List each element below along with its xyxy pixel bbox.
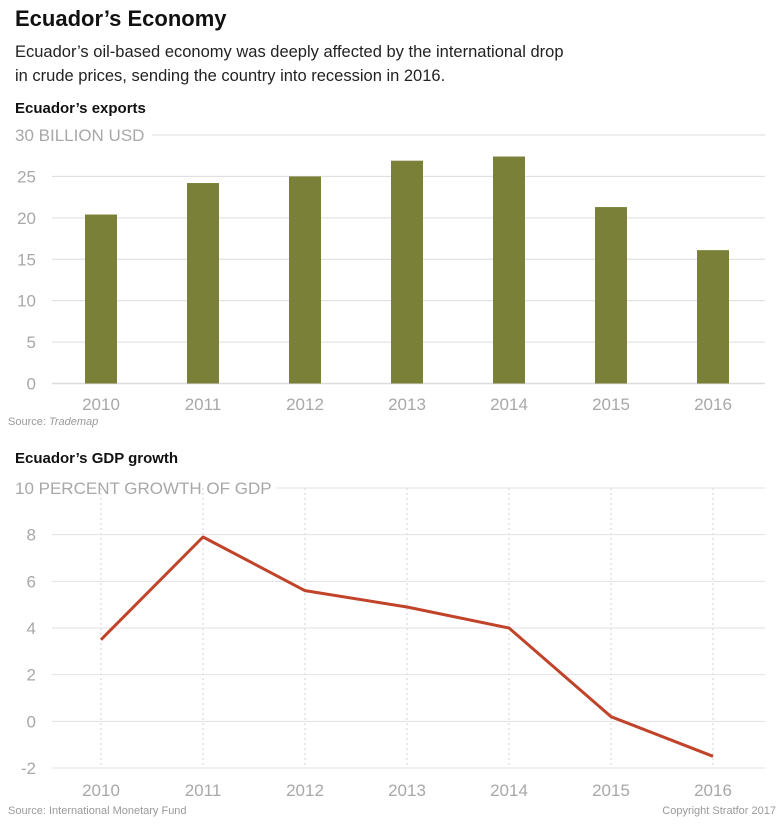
copyright: Copyright Stratfor 2017 bbox=[662, 805, 776, 817]
x-tick-label: 2010 bbox=[82, 395, 120, 414]
y-tick-label: 2 bbox=[27, 666, 36, 685]
bar-2011 bbox=[187, 183, 219, 384]
x-tick-label: 2012 bbox=[286, 395, 324, 414]
x-tick-label: 2011 bbox=[185, 781, 222, 800]
y-tick-label: 6 bbox=[27, 572, 36, 591]
gdp-source: Source: International Monetary Fund bbox=[8, 805, 187, 817]
bar-2016 bbox=[697, 250, 729, 384]
x-tick-label: 2016 bbox=[694, 395, 732, 414]
exports-source: Source: Trademap bbox=[8, 416, 99, 428]
bar-2015 bbox=[595, 207, 627, 384]
y-tick-label: 25 bbox=[17, 167, 36, 186]
x-tick-label: 2015 bbox=[592, 395, 630, 414]
bar-2012 bbox=[289, 176, 321, 384]
x-tick-label: 2011 bbox=[185, 395, 222, 414]
exports-chart-title: Ecuador’s exports bbox=[15, 100, 146, 117]
x-tick-label: 2016 bbox=[694, 781, 732, 800]
y-tick-label: 0 bbox=[27, 375, 36, 394]
y-tick-label: 5 bbox=[27, 333, 36, 352]
bar-2014 bbox=[493, 156, 525, 384]
page-subtitle: Ecuador’s oil-based economy was deeply a… bbox=[15, 43, 564, 85]
x-tick-label: 2013 bbox=[388, 781, 426, 800]
y-tick-label: 15 bbox=[17, 250, 36, 269]
x-tick-label: 2015 bbox=[592, 781, 630, 800]
x-tick-label: 2013 bbox=[388, 395, 426, 414]
y-tick-label: 10 PERCENT GROWTH OF GDP bbox=[15, 479, 272, 498]
gdp-chart-title: Ecuador’s GDP growth bbox=[15, 450, 179, 467]
y-tick-label: 30 BILLION USD bbox=[15, 126, 144, 145]
x-tick-label: 2014 bbox=[490, 781, 528, 800]
bar-2013 bbox=[391, 160, 423, 384]
bar-2010 bbox=[85, 214, 117, 384]
x-tick-label: 2014 bbox=[490, 395, 528, 414]
y-tick-label: 20 bbox=[17, 209, 36, 228]
y-tick-label: 4 bbox=[27, 619, 36, 638]
y-tick-label: 10 bbox=[17, 292, 36, 311]
y-tick-label: -2 bbox=[21, 759, 36, 778]
y-tick-label: 0 bbox=[27, 712, 36, 731]
x-tick-label: 2010 bbox=[82, 781, 120, 800]
x-tick-label: 2012 bbox=[286, 781, 324, 800]
y-tick-label: 8 bbox=[27, 526, 36, 545]
page-title: Ecuador’s Economy bbox=[15, 6, 227, 31]
